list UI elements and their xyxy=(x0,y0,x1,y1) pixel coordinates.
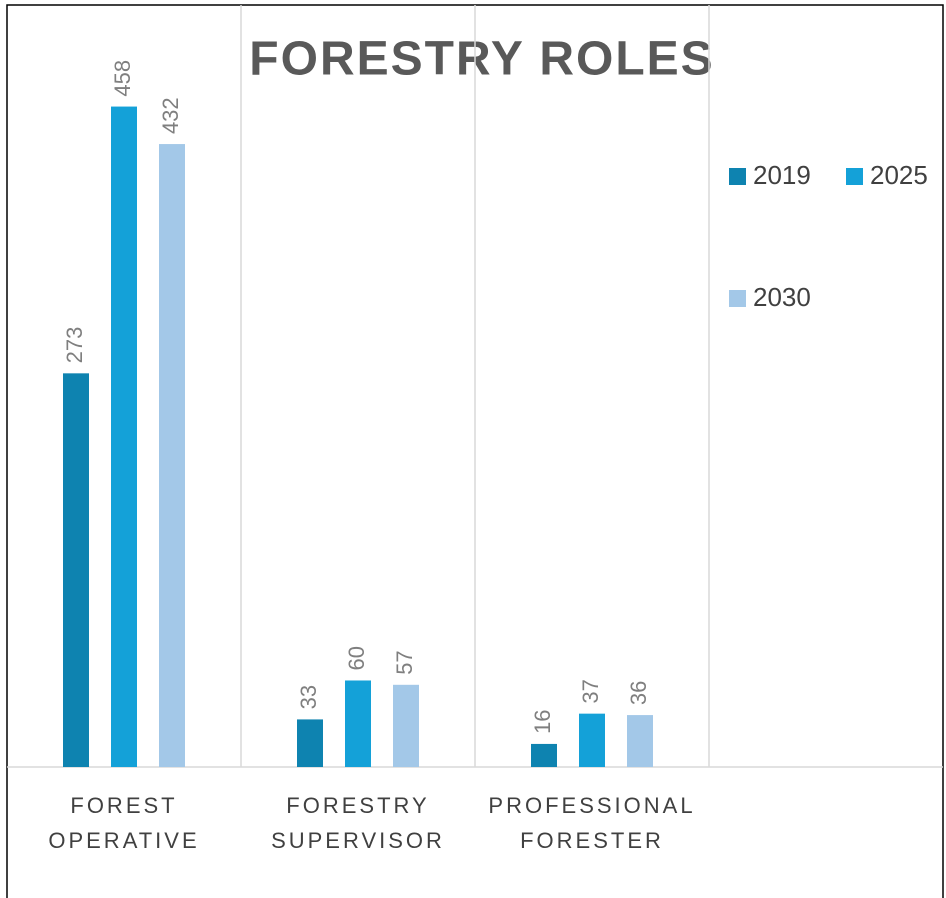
legend-swatch xyxy=(846,168,863,185)
value-label: 60 xyxy=(344,646,369,670)
bar xyxy=(393,684,419,767)
bar xyxy=(345,680,371,767)
value-label: 273 xyxy=(62,327,87,364)
bar xyxy=(531,743,557,767)
x-tick-label: FOREST OPERATIVE xyxy=(48,793,200,853)
bar xyxy=(579,713,605,767)
x-tick-label: PROFESSIONAL FORESTER xyxy=(488,793,696,853)
legend-label: 2025 xyxy=(870,160,928,190)
bar xyxy=(297,719,323,767)
chart-title: FORESTRY ROLES xyxy=(249,33,714,86)
bar xyxy=(159,144,185,767)
bar xyxy=(111,106,137,767)
legend-label: 2019 xyxy=(753,160,811,190)
value-label: 33 xyxy=(296,685,321,709)
value-label: 37 xyxy=(578,679,603,703)
legend-label: 2030 xyxy=(753,282,811,312)
value-label: 57 xyxy=(392,650,417,674)
x-tick-label: FORESTRY SUPERVISOR xyxy=(271,793,445,853)
value-label: 458 xyxy=(110,60,135,97)
bar xyxy=(627,715,653,767)
value-label: 36 xyxy=(626,681,651,705)
legend-swatch xyxy=(729,168,746,185)
value-label: 16 xyxy=(530,709,555,733)
bar xyxy=(63,373,89,767)
value-label: 432 xyxy=(158,97,183,134)
legend-swatch xyxy=(729,290,746,307)
